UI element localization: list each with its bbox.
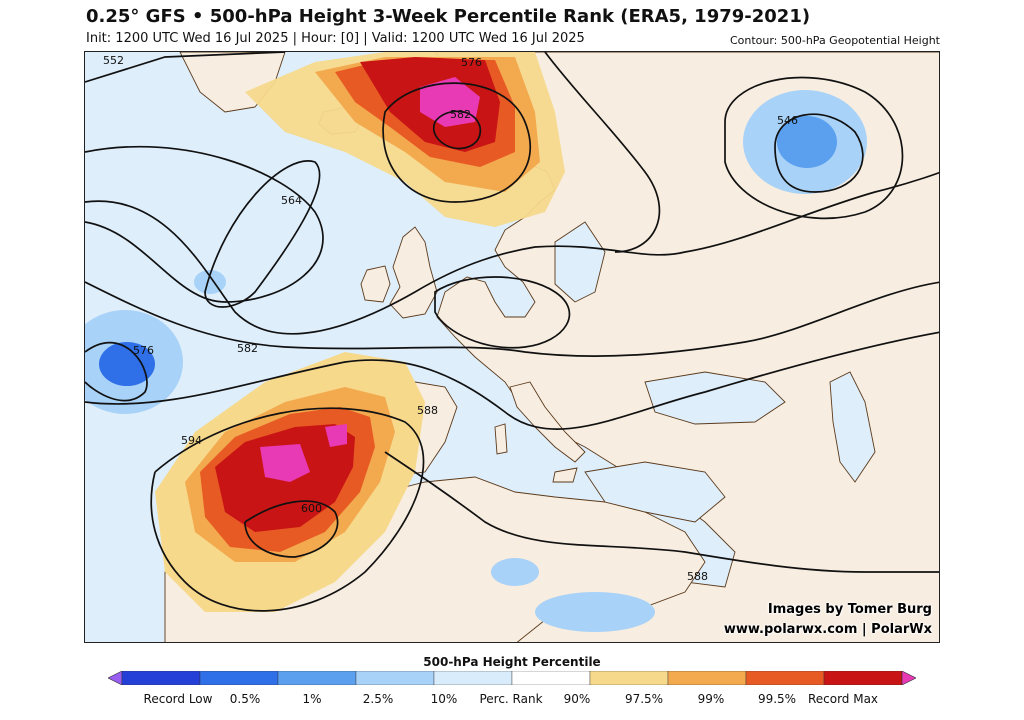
legend-swatch bbox=[199, 671, 279, 685]
legend-label-97-5: 97.5% bbox=[624, 692, 664, 706]
legend-swatch bbox=[745, 671, 825, 685]
map-svg: 552 564 576 576 582 582 546 588 588 594 … bbox=[85, 52, 939, 642]
sea-med-east bbox=[584, 461, 726, 523]
legend-label-1: 1% bbox=[302, 692, 322, 706]
legend-label-99: 99% bbox=[697, 692, 725, 706]
legend-label-record-max: Record Max bbox=[807, 692, 879, 706]
anomaly-africa-strip bbox=[535, 592, 655, 632]
land-britain bbox=[389, 226, 438, 319]
land-ireland bbox=[360, 265, 391, 303]
inner-seas bbox=[554, 221, 876, 523]
contour-label-546: 546 bbox=[777, 114, 798, 127]
contour-label-582-north: 582 bbox=[450, 108, 471, 121]
anomaly-africa-small bbox=[491, 558, 539, 586]
legend-swatch bbox=[511, 671, 591, 685]
contour-label-594: 594 bbox=[181, 434, 202, 447]
legend-labels: Record Low 0.5% 1% 2.5% 10% Perc. Rank 9… bbox=[0, 692, 1024, 712]
legend-swatch-min bbox=[108, 671, 123, 685]
legend-label-2-5: 2.5% bbox=[362, 692, 394, 706]
contour-label-group: 552 564 576 576 582 582 546 588 588 594 … bbox=[103, 54, 798, 583]
anomaly-north bbox=[245, 52, 565, 227]
contour-label-600: 600 bbox=[301, 502, 322, 515]
contours bbox=[85, 52, 939, 612]
map-title: 0.25° GFS • 500-hPa Height 3-Week Percen… bbox=[86, 6, 811, 27]
legend-swatch bbox=[355, 671, 435, 685]
contour-label-576-north: 576 bbox=[461, 56, 482, 69]
credit-author: Images by Tomer Burg bbox=[767, 602, 932, 617]
map-subtitle: Init: 1200 UTC Wed 16 Jul 2025 | Hour: [… bbox=[86, 31, 585, 46]
legend-label-99-5: 99.5% bbox=[757, 692, 797, 706]
anomaly-southwest bbox=[155, 352, 425, 612]
land-italy bbox=[509, 381, 586, 463]
contour-label-588-west: 588 bbox=[417, 404, 438, 417]
contour-note: Contour: 500-hPa Geopotential Height bbox=[729, 34, 940, 47]
land-sicily bbox=[552, 467, 578, 483]
legend-label-record-low: Record Low bbox=[143, 692, 213, 706]
legend-label-0-5: 0.5% bbox=[229, 692, 261, 706]
contour-label-552: 552 bbox=[103, 54, 124, 67]
land-sardinia bbox=[494, 423, 508, 455]
anomaly-negative bbox=[85, 90, 867, 632]
legend-swatch bbox=[433, 671, 513, 685]
legend-label-perc-rank: Perc. Rank bbox=[479, 692, 543, 706]
legend-swatch bbox=[121, 671, 201, 685]
legend-label-90: 90% bbox=[563, 692, 591, 706]
contour-label-582-west: 582 bbox=[237, 342, 258, 355]
contour-label-588-east: 588 bbox=[687, 570, 708, 583]
contour-label-576-atlantic: 576 bbox=[133, 344, 154, 357]
legend-label-10: 10% bbox=[430, 692, 458, 706]
legend-swatch bbox=[823, 671, 903, 685]
legend-colorbar bbox=[108, 671, 916, 685]
legend-swatch bbox=[667, 671, 747, 685]
sea-baltic bbox=[554, 221, 606, 303]
legend-swatch-max bbox=[901, 671, 916, 685]
legend-swatch bbox=[277, 671, 357, 685]
map-area: 552 564 576 576 582 582 546 588 588 594 … bbox=[84, 51, 940, 643]
anomaly-russia-mid bbox=[777, 116, 837, 168]
legend-swatch bbox=[589, 671, 669, 685]
credit-website: www.polarwx.com | PolarWx bbox=[723, 622, 932, 637]
anomaly-atlantic-mid bbox=[99, 342, 155, 386]
sea-caspian bbox=[829, 371, 876, 483]
legend-title: 500-hPa Height Percentile bbox=[423, 655, 601, 669]
contour-label-564: 564 bbox=[281, 194, 302, 207]
sea-black bbox=[644, 371, 786, 425]
